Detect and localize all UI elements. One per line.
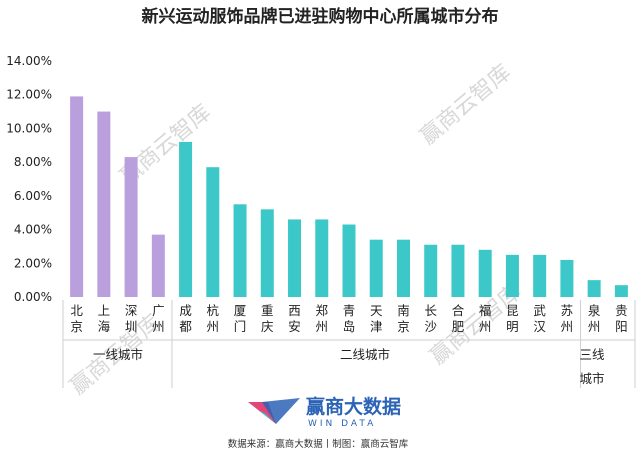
bars [70,96,628,298]
group-label-tier3-line2: 城市 [579,371,604,386]
category-label: 北京 [70,303,83,334]
bar-成都 [179,141,193,297]
bar-青岛 [342,224,356,297]
bar-郑州 [315,219,329,297]
chart-title: 新兴运动服饰品牌已进驻购物中心所属城市分布 [142,6,499,27]
logo-mark-icon [248,398,300,424]
brand-logo: 赢商大数据 WIN DATA [248,395,401,429]
group-label-tier3-line1: 三线 [579,347,605,362]
bar-合肥 [451,244,465,297]
category-label: 西安 [288,303,301,334]
y-tick-label: 12.00% [6,88,52,102]
category-label: 广州 [152,303,165,334]
group-label-tier2: 二线城市 [340,347,390,362]
bar-上海 [97,111,111,297]
bar-西安 [288,219,302,297]
bar-厦门 [233,204,247,297]
bar-深圳 [124,157,138,297]
group-brackets [62,300,636,388]
y-tick-label: 2.00% [14,256,52,270]
bar-天津 [369,239,383,297]
bar-北京 [70,96,84,298]
category-label: 福州 [479,303,492,334]
category-label: 昆明 [506,303,519,334]
watermark-text: 赢商云智库 [416,60,516,150]
bar-泉州 [587,280,601,297]
y-tick-label: 0.00% [14,290,52,304]
bar-贵阳 [614,285,628,297]
category-label: 苏州 [561,303,574,334]
category-label: 深圳 [125,303,138,334]
category-label: 杭州 [207,303,220,334]
category-label: 南京 [397,303,410,334]
category-label: 合肥 [452,303,465,334]
category-label: 郑州 [316,303,329,334]
category-label: 长沙 [424,303,437,334]
source-note: 数据来源：赢商大数据丨制图：赢商云智库 [228,438,409,450]
bar-杭州 [206,167,220,297]
bar-重庆 [260,209,274,297]
logo-name: 赢商大数据 [306,395,401,418]
category-label: 厦门 [234,303,247,334]
category-label: 贵阳 [615,303,628,334]
bar-武汉 [533,254,547,297]
bar-广州 [151,234,165,297]
x-axis-labels: 北京上海深圳广州成都杭州厦门重庆西安郑州青岛天津南京长沙合肥福州昆明武汉苏州泉州… [70,303,627,334]
y-tick-label: 10.00% [6,121,52,135]
bar-南京 [396,239,410,297]
y-tick-label: 6.00% [14,189,52,203]
logo-subtitle: WIN DATA [308,419,376,429]
category-label: 武汉 [533,303,546,334]
y-axis: 0.00% 2.00% 4.00% 6.00% 8.00% 10.00% 12.00% 14.… [6,54,52,304]
y-tick-label: 14.00% [6,54,52,68]
bar-昆明 [505,254,519,297]
category-label: 泉州 [588,303,601,334]
category-label: 青岛 [343,303,356,334]
group-labels: 一线城市 二线城市 三线 城市 [93,347,605,386]
category-label: 重庆 [261,303,274,334]
y-tick-label: 4.00% [14,223,52,237]
y-tick-label: 8.00% [14,155,52,169]
category-label: 天津 [370,303,383,334]
group-label-tier1: 一线城市 [93,347,143,362]
bar-福州 [478,249,492,297]
category-label: 上海 [98,303,111,334]
bar-长沙 [424,244,438,297]
category-label: 成都 [179,303,192,334]
bar-苏州 [560,259,574,297]
